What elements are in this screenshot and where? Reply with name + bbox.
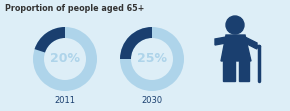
Text: 2030: 2030: [142, 96, 163, 105]
Polygon shape: [221, 35, 251, 61]
Wedge shape: [120, 27, 184, 91]
Circle shape: [226, 16, 244, 34]
Polygon shape: [245, 37, 257, 49]
Text: Proportion of people aged 65+: Proportion of people aged 65+: [5, 4, 144, 13]
Text: 2011: 2011: [55, 96, 75, 105]
Wedge shape: [33, 27, 97, 91]
Polygon shape: [239, 61, 249, 81]
Wedge shape: [120, 27, 152, 59]
Wedge shape: [35, 27, 65, 53]
Polygon shape: [215, 37, 226, 45]
Polygon shape: [223, 61, 235, 81]
Text: 25%: 25%: [137, 53, 167, 65]
Text: 20%: 20%: [50, 53, 80, 65]
